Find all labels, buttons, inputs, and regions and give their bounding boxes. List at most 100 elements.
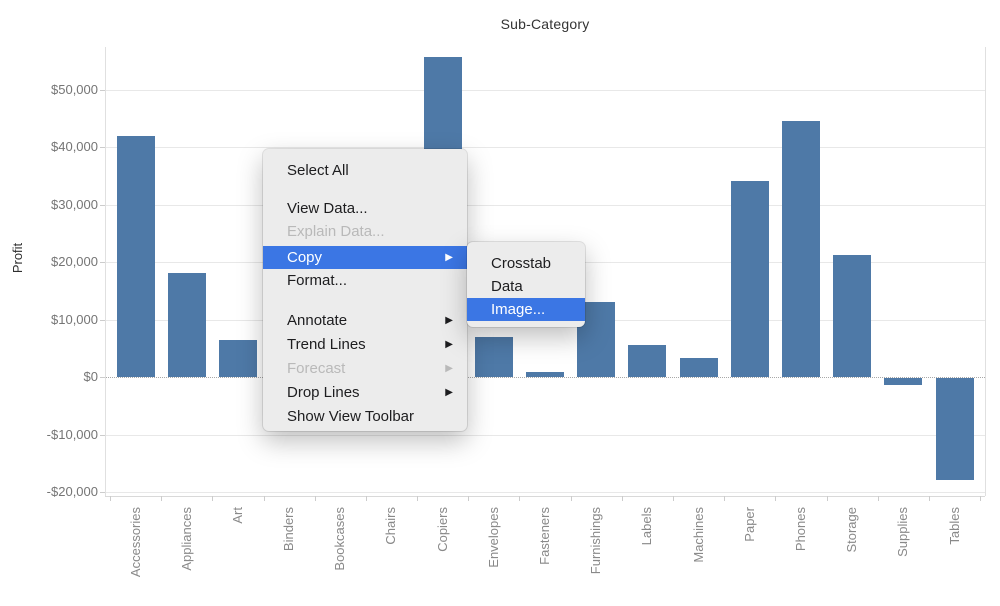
menu-item-label: Explain Data... [287, 223, 385, 240]
x-axis-tick [212, 496, 214, 501]
x-axis-label-copiers[interactable]: Copiers [434, 507, 450, 552]
menu-item-label: Select All [287, 162, 349, 179]
menu-item-view-data[interactable]: View Data... [263, 197, 467, 220]
bar-fasteners[interactable] [526, 371, 564, 377]
menu-item-label: Format... [287, 272, 348, 289]
y-axis-tick [100, 319, 105, 321]
gridline [105, 147, 985, 148]
menu-item-annotate[interactable]: Annotate ▶ [263, 309, 467, 333]
y-axis-line [105, 47, 106, 496]
bar-machines[interactable] [679, 357, 718, 377]
y-axis-tick [100, 434, 105, 436]
x-axis-label-paper[interactable]: Paper [741, 507, 757, 542]
gridline [105, 434, 985, 436]
x-axis-tick [877, 496, 879, 501]
y-axis-tick [100, 147, 105, 148]
bar-art[interactable] [218, 339, 257, 377]
menu-item-select-all[interactable]: Select All [263, 159, 467, 182]
submenu-arrow-icon: ▶ [445, 339, 453, 350]
x-axis-label-machines[interactable]: Machines [690, 507, 706, 563]
x-axis-tick [468, 496, 470, 501]
menu-item-copy[interactable]: Copy ▶ [263, 246, 467, 269]
bar-tables[interactable] [935, 378, 974, 480]
menu-item-label: Crosstab [491, 255, 552, 272]
bar-supplies[interactable] [884, 378, 923, 385]
submenu-arrow-icon: ▶ [445, 252, 453, 263]
x-axis-label-art[interactable]: Art [229, 507, 245, 524]
x-axis-tick [417, 496, 418, 501]
menu-item-label: Image... [491, 301, 546, 318]
menu-item-label: Trend Lines [287, 336, 366, 353]
bar-phones[interactable] [782, 121, 820, 377]
x-axis-line [105, 496, 985, 497]
zero-baseline [105, 377, 985, 378]
chart-title: Sub-Category [500, 16, 590, 32]
x-axis-tick [161, 496, 163, 501]
bar-storage[interactable] [833, 254, 872, 377]
bar-envelopes[interactable] [474, 337, 513, 377]
y-axis-tick-label: -$10,000 [46, 426, 98, 442]
menu-item-label: Show View Toolbar [287, 408, 415, 425]
submenu-arrow-icon: ▶ [445, 315, 453, 326]
submenu-item-data[interactable]: Data [467, 275, 585, 298]
gridline [105, 492, 985, 493]
menu-item-label: View Data... [287, 200, 368, 217]
x-axis-label-labels[interactable]: Labels [639, 507, 655, 546]
menu-item-show-view-toolbar[interactable]: Show View Toolbar [263, 405, 467, 429]
x-axis-tick [980, 496, 982, 501]
submenu-item-image[interactable]: Image... [467, 298, 585, 321]
x-axis-label-accessories[interactable]: Accessories [127, 507, 143, 578]
x-axis-label-envelopes[interactable]: Envelopes [485, 507, 501, 568]
y-axis-tick [100, 262, 105, 263]
menu-item-format[interactable]: Format... [263, 269, 467, 292]
y-axis-tick [100, 377, 105, 378]
x-axis-tick [928, 496, 930, 501]
x-axis-label-storage[interactable]: Storage [844, 507, 860, 553]
y-axis-tick-label: -$20,000 [46, 484, 98, 499]
y-axis-tick-label: $30,000 [51, 196, 98, 212]
bar-labels[interactable] [628, 345, 667, 377]
x-axis-label-bookcases[interactable]: Bookcases [332, 507, 348, 571]
y-axis-tick [100, 89, 105, 91]
x-axis-tick [314, 496, 316, 501]
x-axis-tick [673, 496, 674, 501]
x-axis-tick [365, 496, 367, 501]
gridline [105, 204, 985, 206]
x-axis-tick [826, 496, 828, 501]
x-axis-label-tables[interactable]: Tables [946, 507, 962, 545]
bar-accessories[interactable] [116, 135, 155, 377]
x-axis-tick [570, 496, 572, 501]
x-axis-label-chairs[interactable]: Chairs [383, 507, 399, 545]
copy-submenu: Crosstab Data Image... [467, 242, 585, 327]
y-axis-tick-label: $40,000 [51, 139, 98, 154]
menu-item-label: Forecast [287, 360, 346, 377]
y-axis-tick-label: $50,000 [51, 81, 98, 97]
y-axis-tick [100, 204, 105, 206]
x-axis-tick [109, 496, 111, 501]
context-menu: Select All View Data... Explain Data... Cop… [263, 149, 467, 431]
menu-item-trend-lines[interactable]: Trend Lines ▶ [263, 333, 467, 357]
x-axis-label-appliances[interactable]: Appliances [178, 507, 194, 571]
x-axis-label-fasteners[interactable]: Fasteners [537, 507, 552, 565]
gridline [105, 89, 985, 91]
x-axis-tick [519, 496, 521, 501]
menu-item-label: Copy [287, 249, 323, 266]
menu-item-label: Drop Lines [287, 384, 360, 401]
x-axis-label-supplies[interactable]: Supplies [895, 507, 911, 557]
y-axis-tick-label: $20,000 [51, 254, 98, 269]
x-axis-tick [775, 496, 777, 501]
plot-right-border [985, 47, 986, 496]
y-axis-tick [100, 492, 105, 493]
x-axis-label-furnishings[interactable]: Furnishings [588, 507, 604, 575]
menu-item-drop-lines[interactable]: Drop Lines ▶ [263, 381, 467, 405]
x-axis-tick [263, 496, 265, 501]
menu-item-explain-data: Explain Data... [263, 220, 467, 243]
menu-item-label: Data [491, 278, 523, 295]
submenu-arrow-icon: ▶ [445, 363, 453, 374]
bar-paper[interactable] [730, 181, 769, 377]
submenu-item-crosstab[interactable]: Crosstab [467, 252, 585, 275]
x-axis-label-phones[interactable]: Phones [793, 507, 808, 552]
x-axis-label-binders[interactable]: Binders [281, 507, 297, 552]
bar-appliances[interactable] [167, 272, 206, 377]
